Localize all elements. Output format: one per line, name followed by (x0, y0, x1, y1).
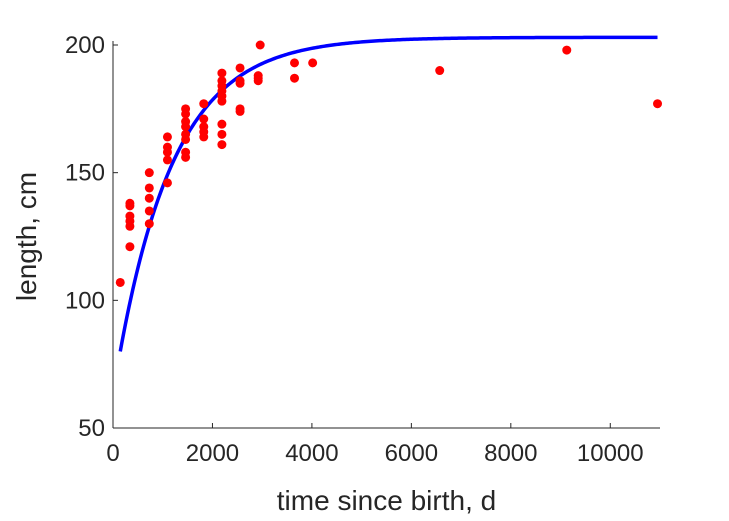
data-point (199, 122, 209, 132)
data-point (435, 66, 445, 76)
fit-curve (118, 35, 658, 352)
data-point (162, 132, 172, 142)
x-tick-label: 6000 (385, 440, 438, 467)
data-point (217, 140, 227, 150)
x-tick-label: 0 (106, 440, 119, 467)
data-point (217, 129, 227, 139)
data-point (290, 58, 300, 68)
y-tick-label: 100 (65, 287, 105, 314)
data-point (181, 147, 191, 157)
data-point (125, 211, 135, 221)
data-point (217, 68, 227, 78)
data-point (217, 119, 227, 129)
y-tick-label: 150 (65, 160, 105, 187)
data-point (235, 76, 245, 86)
x-tick-label: 10000 (577, 440, 644, 467)
y-tick-label: 50 (78, 415, 105, 442)
data-points (115, 40, 663, 287)
data-point (144, 219, 154, 229)
x-axis-label: time since birth, d (277, 485, 496, 516)
data-point (290, 73, 300, 83)
data-point (162, 178, 172, 188)
data-point (255, 40, 265, 50)
x-tick-label: 4000 (285, 440, 338, 467)
data-point (562, 45, 572, 55)
data-point (181, 117, 191, 127)
data-point (162, 155, 172, 165)
data-point (199, 99, 209, 109)
data-point (199, 114, 209, 124)
axis-labels: time since birth, d length, cm (11, 172, 496, 516)
ticks: 0 2000 4000 6000 8000 10000 50 100 150 200 (65, 32, 644, 467)
x-tick-label: 2000 (186, 440, 239, 467)
data-point (144, 183, 154, 193)
data-point (144, 193, 154, 203)
data-point (125, 242, 135, 252)
data-point (125, 198, 135, 208)
y-tick-label: 200 (65, 32, 105, 59)
data-point (115, 277, 125, 287)
fit-curve-layer (118, 35, 658, 352)
data-point (235, 63, 245, 73)
data-point (217, 76, 227, 86)
data-point (181, 129, 191, 139)
y-axis-label: length, cm (11, 172, 42, 301)
data-point (253, 71, 263, 81)
data-point (653, 99, 663, 109)
data-point (308, 58, 318, 68)
x-tick-label: 8000 (484, 440, 537, 467)
data-point (235, 104, 245, 114)
data-point (144, 168, 154, 178)
data-point (181, 104, 191, 114)
axes (112, 41, 660, 429)
data-point (144, 206, 154, 216)
data-point (162, 142, 172, 152)
